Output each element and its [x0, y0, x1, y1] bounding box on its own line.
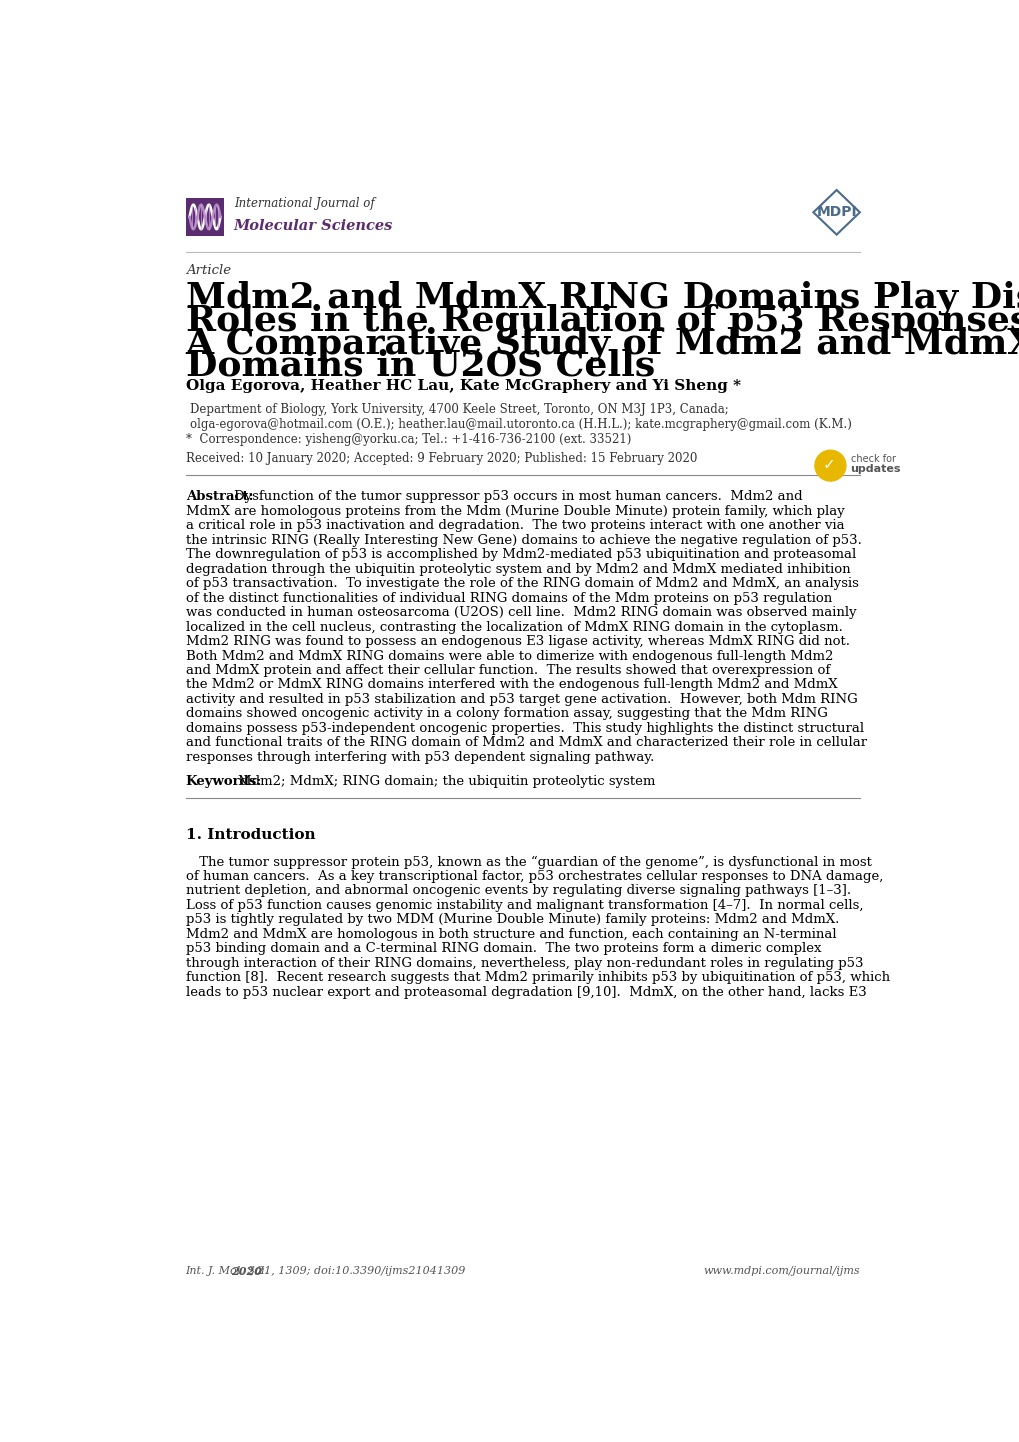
Text: was conducted in human osteosarcoma (U2OS) cell line.  Mdm2 RING domain was obse: was conducted in human osteosarcoma (U2O…	[185, 606, 855, 619]
Text: function [8].  Recent research suggests that Mdm2 primarily inhibits p53 by ubiq: function [8]. Recent research suggests t…	[185, 972, 889, 985]
Text: updates: updates	[850, 464, 900, 474]
Text: and functional traits of the RING domain of Mdm2 and MdmX and characterized thei: and functional traits of the RING domain…	[185, 737, 866, 750]
Text: activity and resulted in p53 stabilization and p53 target gene activation.  Howe: activity and resulted in p53 stabilizati…	[185, 694, 857, 707]
Text: responses through interfering with p53 dependent signaling pathway.: responses through interfering with p53 d…	[185, 751, 653, 764]
Text: Keywords:: Keywords:	[185, 774, 262, 787]
Text: leads to p53 nuclear export and proteasomal degradation [9,10].  MdmX, on the ot: leads to p53 nuclear export and proteaso…	[185, 986, 865, 999]
Text: Domains in U2OS Cells: Domains in U2OS Cells	[185, 349, 654, 384]
Text: Mdm2 and MdmX RING Domains Play Distinct: Mdm2 and MdmX RING Domains Play Distinct	[185, 281, 1019, 316]
Text: Dysfunction of the tumor suppressor p53 occurs in most human cancers.  Mdm2 and: Dysfunction of the tumor suppressor p53 …	[234, 490, 802, 503]
Text: of human cancers.  As a key transcriptional factor, p53 orchestrates cellular re: of human cancers. As a key transcription…	[185, 870, 882, 883]
Text: olga-egorova@hotmail.com (O.E.); heather.lau@mail.utoronto.ca (H.H.L.); kate.mcg: olga-egorova@hotmail.com (O.E.); heather…	[190, 418, 851, 431]
Text: the intrinsic RING (Really Interesting New Gene) domains to achieve the negative: the intrinsic RING (Really Interesting N…	[185, 534, 861, 547]
Text: Department of Biology, York University, 4700 Keele Street, Toronto, ON M3J 1P3, : Department of Biology, York University, …	[190, 402, 728, 415]
Text: the Mdm2 or MdmX RING domains interfered with the endogenous full-length Mdm2 an: the Mdm2 or MdmX RING domains interfered…	[185, 679, 837, 692]
Text: p53 is tightly regulated by two MDM (Murine Double Minute) family proteins: Mdm2: p53 is tightly regulated by two MDM (Mur…	[185, 913, 839, 926]
Text: The tumor suppressor protein p53, known as the “guardian of the genome”, is dysf: The tumor suppressor protein p53, known …	[185, 855, 870, 868]
Text: Olga Egorova, Heather HC Lau, Kate McGraphery and Yi Sheng *: Olga Egorova, Heather HC Lau, Kate McGra…	[185, 379, 740, 394]
Text: MdmX are homologous proteins from the Mdm (Murine Double Minute) protein family,: MdmX are homologous proteins from the Md…	[185, 505, 844, 518]
Text: Both Mdm2 and MdmX RING domains were able to dimerize with endogenous full-lengt: Both Mdm2 and MdmX RING domains were abl…	[185, 649, 833, 662]
Text: *  Correspondence: yisheng@yorku.ca; Tel.: +1-416-736-2100 (ext. 33521): * Correspondence: yisheng@yorku.ca; Tel.…	[185, 433, 631, 446]
Text: Article: Article	[185, 264, 230, 277]
Text: Mdm2 RING was found to possess an endogenous E3 ligase activity, whereas MdmX RI: Mdm2 RING was found to possess an endoge…	[185, 634, 849, 647]
Text: www.mdpi.com/journal/ijms: www.mdpi.com/journal/ijms	[702, 1266, 859, 1276]
Text: Mdm2; MdmX; RING domain; the ubiquitin proteolytic system: Mdm2; MdmX; RING domain; the ubiquitin p…	[238, 774, 655, 787]
Text: Received: 10 January 2020; Accepted: 9 February 2020; Published: 15 February 202: Received: 10 January 2020; Accepted: 9 F…	[185, 451, 696, 464]
Text: through interaction of their RING domains, nevertheless, play non-redundant role: through interaction of their RING domain…	[185, 956, 862, 970]
Text: International Journal of: International Journal of	[233, 198, 374, 211]
Text: and MdmX protein and affect their cellular function.  The results showed that ov: and MdmX protein and affect their cellul…	[185, 663, 829, 676]
Text: Molecular Sciences: Molecular Sciences	[233, 219, 392, 234]
Text: 1. Introduction: 1. Introduction	[185, 829, 315, 842]
Text: of p53 transactivation.  To investigate the role of the RING domain of Mdm2 and : of p53 transactivation. To investigate t…	[185, 577, 858, 590]
Text: Mdm2 and MdmX are homologous in both structure and function, each containing an : Mdm2 and MdmX are homologous in both str…	[185, 927, 836, 940]
FancyBboxPatch shape	[185, 198, 224, 236]
Text: Roles in the Regulation of p53 Responses:: Roles in the Regulation of p53 Responses…	[185, 304, 1019, 337]
Text: check for: check for	[850, 454, 895, 464]
Text: a critical role in p53 inactivation and degradation.  The two proteins interact : a critical role in p53 inactivation and …	[185, 519, 844, 532]
Text: of the distinct functionalities of individual RING domains of the Mdm proteins o: of the distinct functionalities of indiv…	[185, 591, 832, 604]
Text: 2020: 2020	[230, 1266, 261, 1278]
Text: nutrient depletion, and abnormal oncogenic events by regulating diverse signalin: nutrient depletion, and abnormal oncogen…	[185, 884, 850, 897]
Text: A Comparative Study of Mdm2 and MdmX RING: A Comparative Study of Mdm2 and MdmX RIN…	[185, 326, 1019, 360]
Text: p53 binding domain and a C-terminal RING domain.  The two proteins form a dimeri: p53 binding domain and a C-terminal RING…	[185, 942, 820, 955]
Text: Loss of p53 function causes genomic instability and malignant transformation [4–: Loss of p53 function causes genomic inst…	[185, 898, 862, 911]
Text: MDPI: MDPI	[815, 205, 856, 219]
Text: , 21, 1309; doi:10.3390/ijms21041309: , 21, 1309; doi:10.3390/ijms21041309	[250, 1266, 465, 1276]
Text: Int. J. Mol. Sci.: Int. J. Mol. Sci.	[185, 1266, 272, 1276]
Text: degradation through the ubiquitin proteolytic system and by Mdm2 and MdmX mediat: degradation through the ubiquitin proteo…	[185, 562, 850, 575]
Text: domains possess p53-independent oncogenic properties.  This study highlights the: domains possess p53-independent oncogeni…	[185, 722, 863, 735]
Text: localized in the cell nucleus, contrasting the localization of MdmX RING domain : localized in the cell nucleus, contrasti…	[185, 620, 842, 633]
Text: Abstract:: Abstract:	[185, 490, 253, 503]
Text: ✓: ✓	[821, 457, 835, 473]
Text: domains showed oncogenic activity in a colony formation assay, suggesting that t: domains showed oncogenic activity in a c…	[185, 708, 826, 721]
Text: The downregulation of p53 is accomplished by Mdm2-mediated p53 ubiquitination an: The downregulation of p53 is accomplishe…	[185, 548, 855, 561]
Circle shape	[814, 450, 845, 482]
